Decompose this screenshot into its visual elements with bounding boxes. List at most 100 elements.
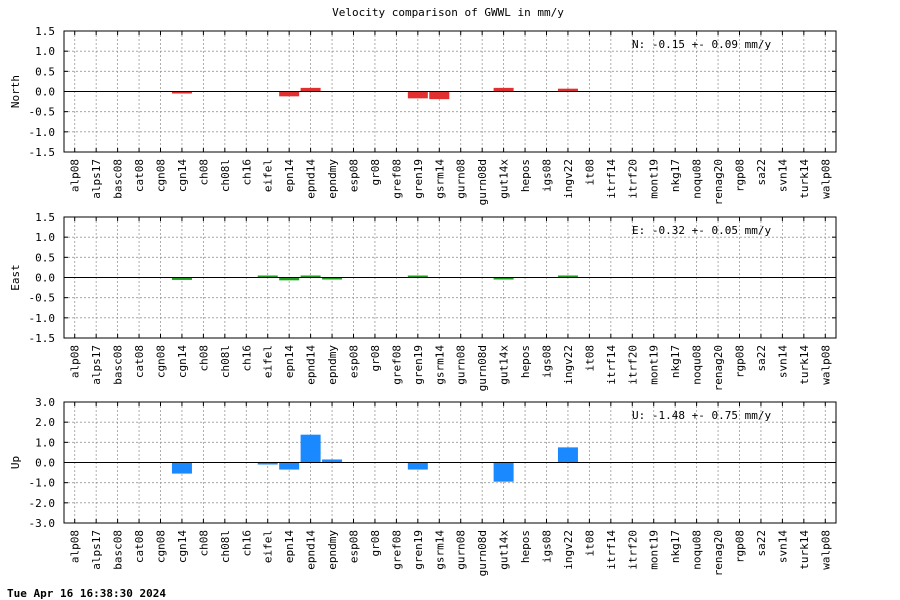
- bar-east-ingv22: [557, 275, 578, 278]
- x-tick-label: epndmy: [326, 345, 339, 385]
- bar-east-eifel: [257, 275, 278, 278]
- x-tick-label: eifel: [262, 530, 275, 563]
- x-tick-label: sa22: [755, 345, 768, 372]
- y-axis-label: East: [9, 264, 22, 291]
- y-tick-label: -1.0: [29, 126, 56, 139]
- x-tick-label: mont19: [648, 530, 661, 570]
- y-tick-label: -3.0: [29, 517, 56, 530]
- x-tick-label: epndmy: [326, 530, 339, 570]
- x-tick-label: rgp08: [734, 530, 747, 563]
- bar-up-epndmy: [322, 459, 343, 463]
- x-tick-label: ch16: [240, 530, 253, 557]
- x-tick-label: epnd14: [305, 345, 318, 385]
- x-tick-label: gr08: [369, 345, 382, 372]
- x-tick-label: ingv22: [562, 530, 575, 570]
- bar-north-gut14x: [493, 87, 514, 92]
- x-tick-label: gut14x: [498, 159, 511, 199]
- bar-north-epnd14: [300, 87, 321, 92]
- x-tick-label: gren19: [412, 345, 425, 385]
- y-tick-label: 1.0: [35, 436, 55, 449]
- x-tick-label: basc08: [112, 345, 125, 385]
- annotation-east: E: -0.32 +- 0.05 mm/y: [632, 224, 771, 237]
- x-tick-label: gr08: [369, 159, 382, 186]
- x-tick-label: alps17: [90, 530, 103, 570]
- bar-east-epn14: [279, 277, 300, 281]
- x-tick-label: noqu08: [691, 159, 704, 199]
- x-tick-label: renag20: [712, 159, 725, 205]
- x-tick-label: gurn08: [455, 530, 468, 570]
- footer-timestamp: Tue Apr 16 16:38:30 2024: [7, 587, 166, 600]
- x-tick-label: gsrm14: [433, 159, 446, 199]
- x-tick-label: noqu08: [691, 530, 704, 570]
- x-tick-label: cgn08: [155, 159, 168, 192]
- x-tick-label: nkg17: [669, 345, 682, 378]
- y-tick-label: -1.5: [29, 146, 56, 159]
- plot-frame: [63, 30, 837, 153]
- x-tick-label: walp08: [819, 530, 832, 570]
- bar-up-epnd14: [300, 434, 321, 463]
- x-tick-label: igs08: [541, 345, 554, 378]
- x-tick-label: itrf20: [626, 159, 639, 199]
- x-tick-label: ingv22: [562, 159, 575, 199]
- x-tick-label: alp08: [69, 159, 82, 192]
- y-tick-label: 1.5: [35, 211, 55, 224]
- y-tick-label: 1.5: [35, 25, 55, 38]
- bar-east-gren19: [407, 275, 428, 278]
- x-tick-label: epndmy: [326, 159, 339, 199]
- x-tick-label: turk14: [798, 345, 811, 385]
- x-tick-label: ch08l: [219, 530, 232, 563]
- y-tick-label: 1.0: [35, 45, 55, 58]
- x-tick-label: gr08: [369, 530, 382, 557]
- bar-north-epn14: [279, 91, 300, 97]
- y-tick-label: 3.0: [35, 396, 55, 409]
- x-tick-label: esp08: [348, 345, 361, 378]
- annotation-up: U: -1.48 +- 0.75 mm/y: [632, 409, 771, 422]
- bar-east-gut14x: [493, 277, 514, 280]
- x-tick-label: alps17: [90, 345, 103, 385]
- x-tick-label: epn14: [283, 345, 296, 378]
- x-tick-label: igs08: [541, 530, 554, 563]
- x-tick-label: rgp08: [734, 345, 747, 378]
- x-tick-label: turk14: [798, 530, 811, 570]
- x-tick-label: cgn08: [155, 345, 168, 378]
- plot-frame: [63, 401, 837, 524]
- x-tick-label: ch16: [240, 345, 253, 372]
- bar-north-cgn14: [171, 91, 192, 94]
- x-tick-label: gref08: [390, 530, 403, 570]
- y-tick-label: 0.5: [35, 65, 55, 78]
- x-tick-label: gren19: [412, 159, 425, 199]
- x-tick-label: cat08: [133, 159, 146, 192]
- x-tick-label: epn14: [283, 159, 296, 192]
- x-tick-label: svn14: [776, 159, 789, 192]
- x-tick-label: svn14: [776, 345, 789, 378]
- x-tick-label: it08: [583, 345, 596, 372]
- y-tick-label: -0.5: [29, 106, 56, 119]
- x-tick-label: alp08: [69, 345, 82, 378]
- y-tick-label: -1.0: [29, 477, 56, 490]
- x-tick-label: nkg17: [669, 530, 682, 563]
- x-tick-label: sa22: [755, 530, 768, 557]
- x-tick-label: gref08: [390, 345, 403, 385]
- bar-north-gsrm14: [429, 91, 450, 100]
- x-tick-label: itrf20: [626, 530, 639, 570]
- x-tick-label: ch08l: [219, 345, 232, 378]
- panel-up: 3.0 2.0 1.0 0.0 -1.0 -2.0 -3.0 alp08 alps17 basc0…: [9, 396, 837, 576]
- x-tick-label: basc08: [112, 159, 125, 199]
- x-tick-label: walp08: [819, 159, 832, 199]
- x-tick-label: hepos: [519, 530, 532, 563]
- x-tick-label: cat08: [133, 345, 146, 378]
- x-tick-label: hepos: [519, 159, 532, 192]
- x-tick-label: itrf14: [605, 530, 618, 570]
- x-tick-label: gut14x: [498, 345, 511, 385]
- x-tick-label: igs08: [541, 159, 554, 192]
- x-tick-label: renag20: [712, 345, 725, 391]
- bar-north-gren19: [407, 91, 428, 99]
- x-tick-label: ch08l: [219, 159, 232, 192]
- bar-north-ingv22: [557, 88, 578, 92]
- x-tick-label: alps17: [90, 159, 103, 199]
- x-tick-label: nkg17: [669, 159, 682, 192]
- x-tick-label: noqu08: [691, 345, 704, 385]
- plot-frame: [63, 216, 837, 339]
- x-tick-label: itrf14: [605, 345, 618, 385]
